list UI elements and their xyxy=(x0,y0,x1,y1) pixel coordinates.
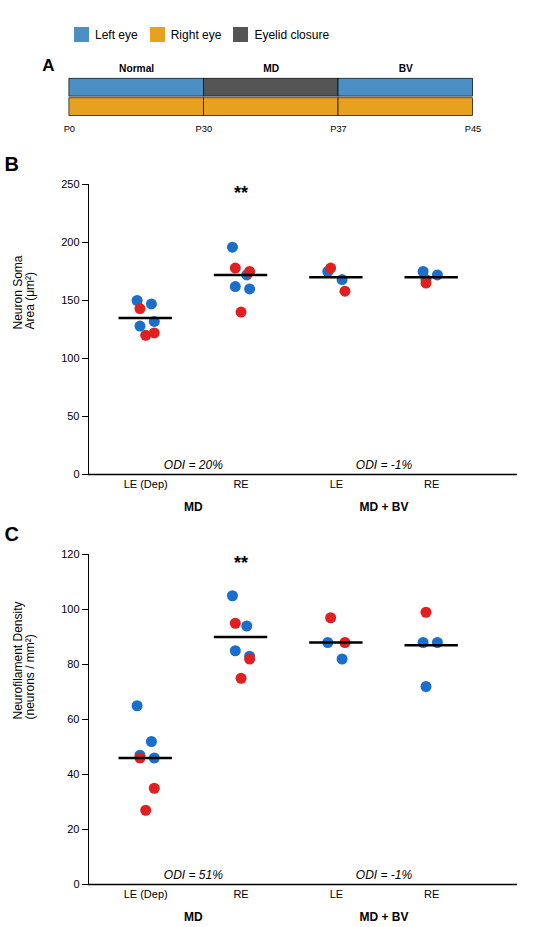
svg-text:ODI = 51%: ODI = 51% xyxy=(164,867,223,881)
html-text:Right eye: Right eye xyxy=(170,27,222,42)
svg-text:LE: LE xyxy=(330,888,343,900)
svg-text:RE: RE xyxy=(233,888,248,900)
svg-text:**: ** xyxy=(234,553,248,573)
svg-text:50: 50 xyxy=(67,410,79,422)
svg-text:RE: RE xyxy=(424,478,439,490)
svg-text:P45: P45 xyxy=(465,124,482,134)
svg-text:P37: P37 xyxy=(330,124,347,134)
svg-text:MD: MD xyxy=(263,63,279,74)
svg-text:ODI = -1%: ODI = -1% xyxy=(356,867,413,881)
svg-text:80: 80 xyxy=(67,658,79,670)
svg-text:120: 120 xyxy=(61,548,79,560)
svg-text:MD + BV: MD + BV xyxy=(360,909,409,923)
svg-text:60: 60 xyxy=(67,713,79,725)
svg-text:100: 100 xyxy=(61,603,79,615)
svg-text:0: 0 xyxy=(73,468,79,480)
svg-text:Normal: Normal xyxy=(119,63,154,74)
svg-text:A: A xyxy=(42,57,54,75)
svg-text:ODI = -1%: ODI = -1% xyxy=(356,457,413,471)
svg-text:RE: RE xyxy=(424,888,439,900)
svg-text:LE: LE xyxy=(330,478,343,490)
svg-text:P30: P30 xyxy=(196,124,213,134)
svg-text:MD: MD xyxy=(184,499,203,513)
svg-text:150: 150 xyxy=(61,294,79,306)
svg-text:RE: RE xyxy=(233,478,248,490)
svg-text:LE (Dep): LE (Dep) xyxy=(124,888,168,900)
svg-text:**: ** xyxy=(234,183,248,203)
svg-text:0: 0 xyxy=(73,878,79,890)
svg-text:ODI = 20%: ODI = 20% xyxy=(164,457,223,471)
svg-text:B: B xyxy=(5,154,19,175)
svg-text:C: C xyxy=(5,524,19,545)
svg-text:Neurofilament Density(neurons: Neurofilament Density(neurons / mm²) xyxy=(11,601,37,719)
svg-text:MD: MD xyxy=(184,909,203,923)
svg-text:40: 40 xyxy=(67,768,79,780)
svg-text:MD + BV: MD + BV xyxy=(360,499,409,513)
svg-text:250: 250 xyxy=(61,178,79,190)
svg-text:Neuron SomaArea (μm²): Neuron SomaArea (μm²) xyxy=(11,255,37,329)
svg-text:200: 200 xyxy=(61,236,79,248)
svg-text:20: 20 xyxy=(67,823,79,835)
svg-text:P0: P0 xyxy=(64,124,75,134)
html-text:Eyelid closure: Eyelid closure xyxy=(254,27,330,42)
svg-text:100: 100 xyxy=(61,352,79,364)
svg-text:LE (Dep): LE (Dep) xyxy=(124,478,168,490)
svg-text:BV: BV xyxy=(399,63,413,74)
html-text:Left eye: Left eye xyxy=(95,27,138,42)
